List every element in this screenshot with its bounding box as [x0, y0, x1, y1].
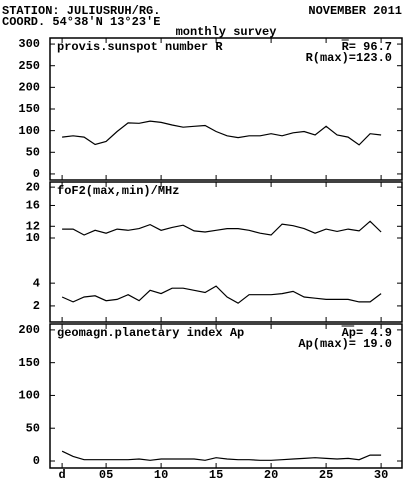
series-line — [62, 120, 382, 146]
month: NOVEMBER 2011 — [308, 4, 402, 18]
x-tick-label: 15 — [209, 468, 223, 480]
y-tick-label: 300 — [18, 37, 40, 51]
y-tick-label: 50 — [26, 145, 40, 159]
panel-frame — [49, 323, 403, 469]
x-tick-label: 25 — [319, 468, 333, 480]
panel-frame — [49, 181, 403, 323]
x-tick-label: 30 — [374, 468, 388, 480]
annotation: R= 96.7 — [342, 40, 392, 54]
series-line — [61, 285, 382, 304]
x-tick-label: 10 — [154, 468, 168, 480]
x-tick-label: 20 — [264, 468, 278, 480]
y-tick-label: 12 — [26, 219, 40, 233]
panel-title: geomagn.planetary index Ap — [57, 326, 244, 340]
y-tick-label: 4 — [33, 276, 40, 290]
y-tick-label: 0 — [33, 167, 40, 181]
y-tick-label: 50 — [26, 421, 40, 435]
panel-title: provis.sunspot number R — [57, 40, 223, 54]
coord: COORD. 54°38'N 13°23'E — [2, 15, 160, 29]
y-tick-label: 100 — [18, 389, 40, 403]
annotation: Ap(max)= 19.0 — [298, 337, 392, 351]
y-tick-label: 0 — [33, 454, 40, 468]
y-tick-label: 250 — [18, 59, 40, 73]
y-tick-label: 100 — [18, 124, 40, 138]
x-tick-label: 05 — [99, 468, 113, 480]
x-tick-label: d — [58, 468, 65, 480]
series-line — [61, 450, 382, 461]
y-tick-label: 16 — [26, 199, 40, 213]
annotation: R(max)=123.0 — [306, 51, 392, 65]
y-tick-label: 150 — [18, 102, 40, 116]
y-tick-label: 20 — [26, 180, 40, 194]
panel-title: foF2(max,min)/MHz — [57, 184, 179, 198]
y-tick-label: 200 — [18, 323, 40, 337]
series-line — [62, 220, 382, 236]
y-tick-label: 150 — [18, 356, 40, 370]
y-tick-label: 2 — [33, 299, 40, 313]
subtitle: monthly survey — [176, 25, 277, 39]
y-tick-label: 200 — [18, 81, 40, 95]
y-tick-label: 10 — [26, 231, 40, 245]
station: STATION: JULIUSRUH/RG. — [2, 4, 160, 18]
annotation: Ap= 4.9 — [342, 326, 392, 340]
